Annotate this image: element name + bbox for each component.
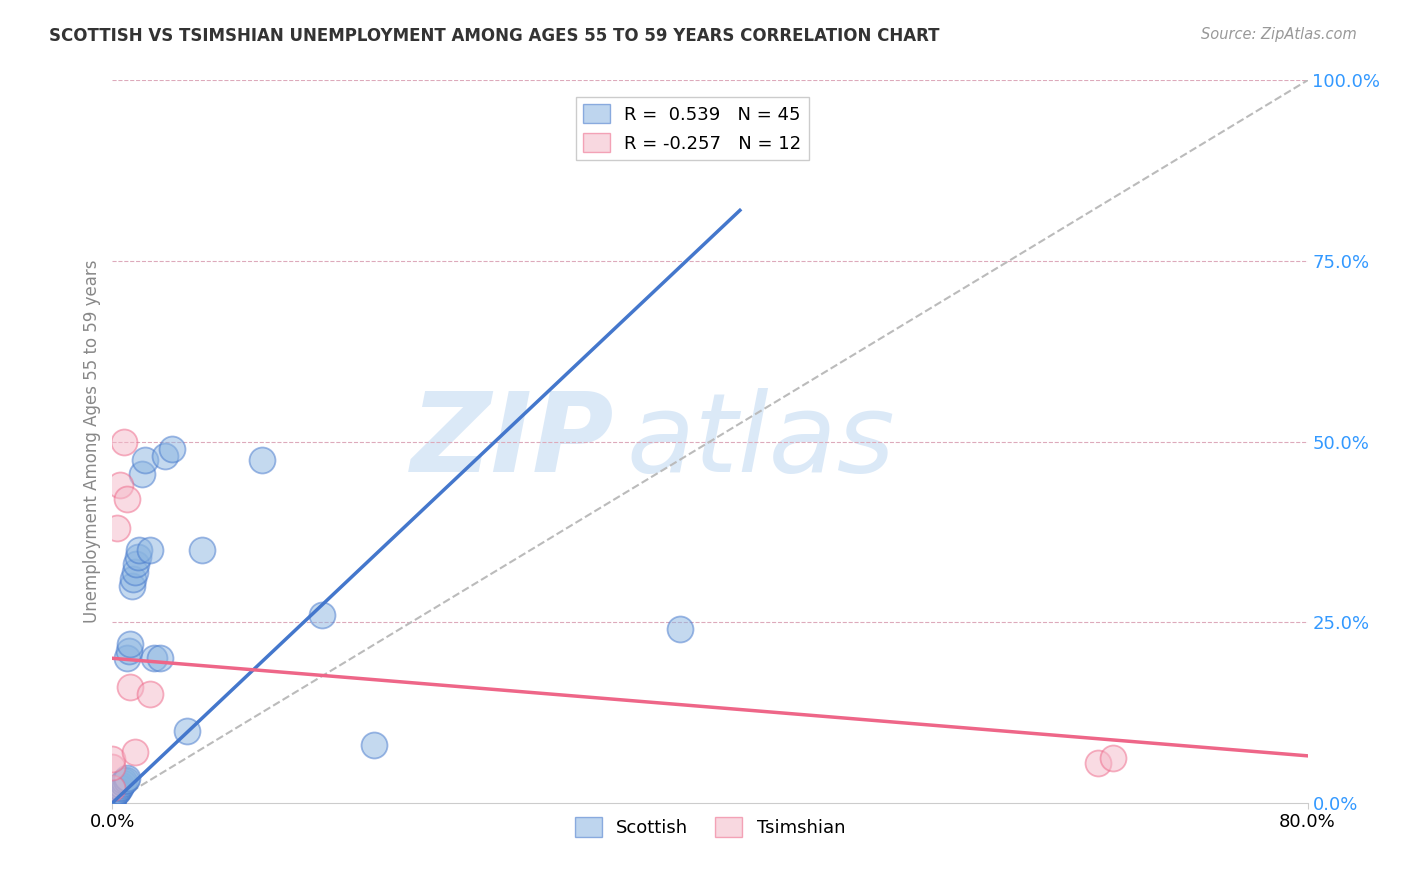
Point xyxy=(162,442,183,456)
Point xyxy=(118,644,141,658)
Point xyxy=(117,492,139,507)
Y-axis label: Unemployment Among Ages 55 to 59 years: Unemployment Among Ages 55 to 59 years xyxy=(83,260,101,624)
Point xyxy=(669,623,692,637)
Point xyxy=(104,786,127,800)
Point xyxy=(117,771,139,785)
Text: ZIP: ZIP xyxy=(411,388,614,495)
Point xyxy=(124,565,146,579)
Point xyxy=(101,752,124,766)
Point xyxy=(139,687,162,701)
Point xyxy=(128,542,150,557)
Point xyxy=(101,796,124,810)
Point xyxy=(191,542,214,557)
Point xyxy=(103,787,125,801)
Point xyxy=(101,796,124,810)
Point xyxy=(103,789,125,803)
Text: atlas: atlas xyxy=(627,388,896,495)
Point xyxy=(1087,756,1109,770)
Point xyxy=(250,452,273,467)
Point xyxy=(101,781,124,796)
Point xyxy=(125,558,148,572)
Point xyxy=(120,637,142,651)
Point xyxy=(115,772,138,787)
Point xyxy=(101,760,124,774)
Point xyxy=(153,449,176,463)
Point xyxy=(101,790,124,805)
Point xyxy=(127,550,149,565)
Point xyxy=(134,452,156,467)
Point xyxy=(311,607,333,622)
Point xyxy=(363,738,385,752)
Point xyxy=(107,783,129,797)
Point xyxy=(104,786,127,800)
Point xyxy=(122,572,145,586)
Point xyxy=(108,780,131,794)
Point xyxy=(107,782,129,797)
Point xyxy=(111,775,134,789)
Point xyxy=(149,651,172,665)
Point xyxy=(143,651,166,665)
Text: Source: ZipAtlas.com: Source: ZipAtlas.com xyxy=(1201,27,1357,42)
Point xyxy=(101,796,124,810)
Point xyxy=(101,791,124,805)
Point xyxy=(176,723,198,738)
Point xyxy=(101,790,124,805)
Text: SCOTTISH VS TSIMSHIAN UNEMPLOYMENT AMONG AGES 55 TO 59 YEARS CORRELATION CHART: SCOTTISH VS TSIMSHIAN UNEMPLOYMENT AMONG… xyxy=(49,27,939,45)
Point xyxy=(117,651,139,665)
Point xyxy=(139,542,162,557)
Point xyxy=(121,579,143,593)
Point xyxy=(105,521,128,535)
Point xyxy=(114,434,135,449)
Point xyxy=(101,792,124,806)
Point xyxy=(105,784,128,798)
Legend: Scottish, Tsimshian: Scottish, Tsimshian xyxy=(568,810,852,845)
Point xyxy=(120,680,142,694)
Point xyxy=(1102,751,1125,765)
Point xyxy=(108,781,131,796)
Point xyxy=(105,785,128,799)
Point xyxy=(124,745,146,759)
Point xyxy=(131,467,153,481)
Point xyxy=(114,774,135,789)
Point xyxy=(101,796,124,810)
Point xyxy=(110,778,132,792)
Point xyxy=(108,478,131,492)
